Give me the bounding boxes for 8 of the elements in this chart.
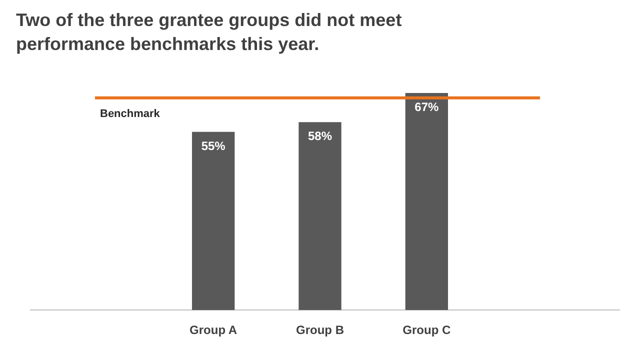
chart-title: Two of the three grantee groups did not meet performance benchmarks this year. bbox=[16, 10, 402, 54]
x-tick-label: Group A bbox=[190, 323, 238, 337]
data-label: 58% bbox=[308, 129, 332, 144]
data-label: 67% bbox=[414, 100, 439, 114]
x-tick-label: Group C bbox=[402, 323, 451, 337]
data-label: 55% bbox=[201, 138, 226, 153]
x-tick-label: Group B bbox=[296, 323, 344, 337]
ref-line-label: Benchmark bbox=[100, 108, 161, 120]
